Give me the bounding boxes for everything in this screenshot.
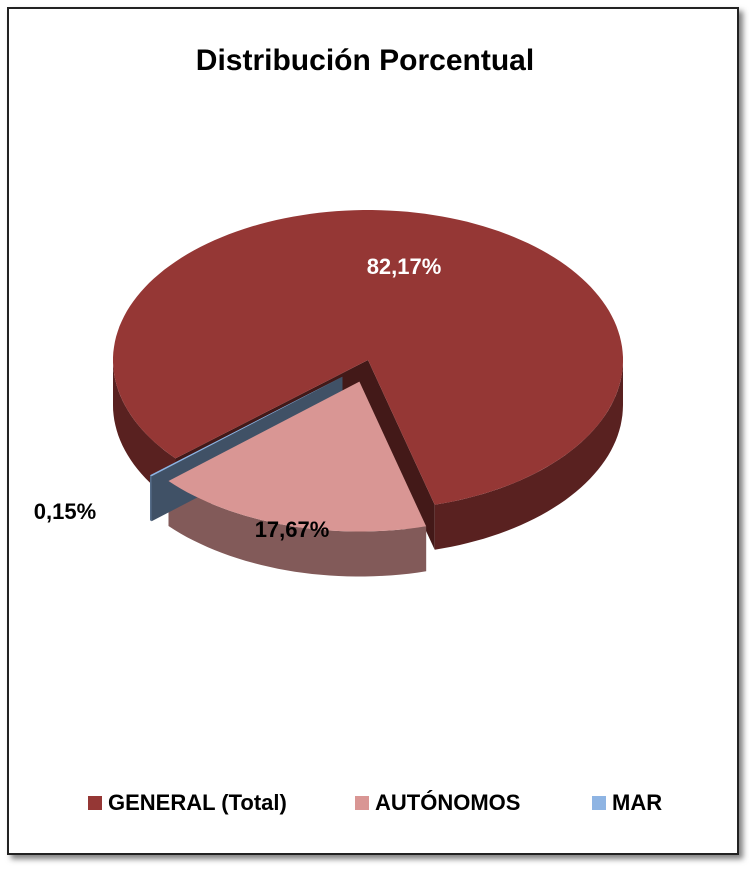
legend-swatch [88,796,102,810]
legend-swatch [355,796,369,810]
legend-label: MAR [612,790,662,815]
slice [113,210,623,505]
slice-wall [150,475,152,522]
legend-label: GENERAL (Total) [108,790,287,815]
slice [150,376,343,477]
slice-side [368,360,435,550]
slice [168,381,427,532]
slice-wall [113,360,176,504]
pie [113,210,623,577]
slice-wall [434,360,623,550]
chart-title: Distribución Porcentual [196,44,534,77]
data-label: 0,15% [34,499,96,524]
data-label: 82,17% [367,254,442,279]
legend-label: AUTÓNOMOS [375,790,520,815]
data-label: 17,67% [255,517,330,542]
legend-swatch [592,796,606,810]
legend: GENERAL (Total) AUTÓNOMOS MAR [88,790,662,815]
slice-wall [168,481,427,577]
